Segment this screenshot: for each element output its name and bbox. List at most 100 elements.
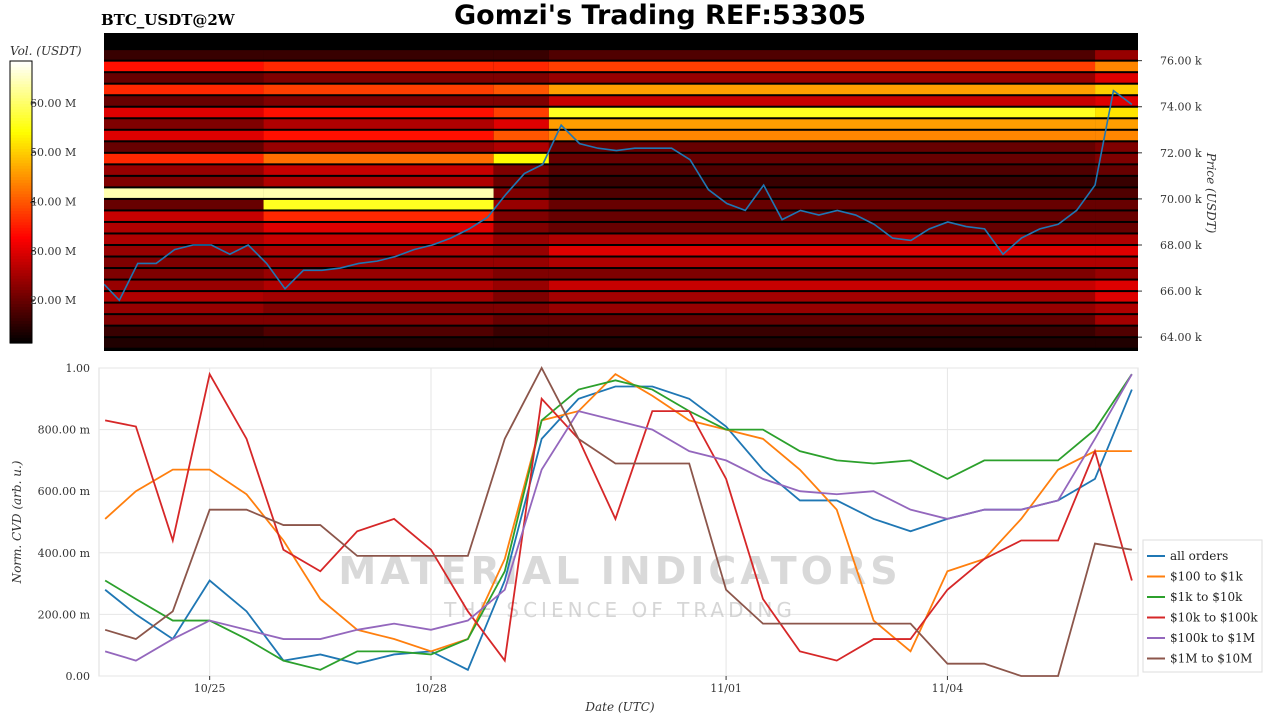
colorbar-step [10,151,32,155]
colorbar-step [10,213,32,217]
heatmap-cell [493,269,549,279]
y-tick-label: 64.00 k [1160,331,1202,344]
heatmap-cell [263,280,494,291]
heatmap-cell [548,269,1096,279]
colorbar-step [10,111,32,116]
heatmap-cell [104,338,264,348]
colorbar-step [10,306,32,310]
price-line [104,89,1133,302]
colorbar-step [10,156,32,161]
colorbar-step [10,230,32,234]
colorbar-step [10,331,32,336]
heatmap-cell [1095,165,1138,175]
colorbar-step [10,190,32,195]
colorbar-step [10,249,32,254]
heatmap-cell [493,176,549,187]
heatmap-cell [548,315,1096,325]
colorbar-step [10,224,32,228]
heatmap-cell [493,326,549,337]
heatmap-cell [548,246,1096,256]
colorbar-step [10,247,32,251]
heatmap-cell [104,153,264,164]
colorbar-step [10,311,32,316]
heatmap-cell [493,199,549,210]
colorbar-step [10,61,32,65]
colorbar-step [10,309,32,313]
colorbar-step [10,69,32,73]
legend-label: $10k to $100k [1170,611,1258,625]
heatmap-cell [548,257,1096,268]
heatmap-cell [548,234,1096,244]
heatmap-cell [263,84,494,95]
legend-label: $100 to $1k [1170,570,1243,584]
heatmap-cell [548,153,1096,164]
colorbar-step [10,77,32,82]
colorbar-tick-label: 50.00 M [30,146,76,159]
colorbar-step [10,142,32,147]
colorbar-step [10,210,32,214]
heatmap-cell [493,50,549,60]
colorbar-step [10,193,32,197]
colorbar-step [10,134,32,138]
colorbar-step [10,320,32,324]
heatmap-cell [548,303,1096,314]
y-axis-label: Price (USDT) [1204,152,1218,234]
heatmap-cell [104,269,264,279]
legend: all orders $100 to $1k $1k to $10k $10k to … [1142,539,1263,673]
heatmap-cell [1095,153,1138,164]
colorbar-step [10,286,32,291]
heatmap-cell [548,50,1096,60]
colorbar-step [10,159,32,164]
heatmap-cell [1095,142,1138,152]
colorbar-step [10,303,32,307]
cvd-line [104,373,1133,662]
heatmap-cell [104,303,264,314]
cvd-line [104,366,1133,677]
heatmap-cell [493,292,549,302]
colorbar-step [10,145,32,150]
heatmap-cell [493,257,549,268]
heatmap-cell [548,176,1096,187]
colorbar-step [10,241,32,245]
colorbar-step [10,221,32,226]
colorbar-step [10,317,32,322]
heatmap-cell [1095,73,1138,83]
colorbar-step [10,326,32,330]
colorbar-step [10,261,32,265]
heatmap-cell [493,303,549,314]
heatmap-cell [263,222,494,233]
heatmap-cell [104,119,264,129]
heatmap-area [104,50,1138,348]
heatmap-cell [548,107,1096,118]
colorbar-step [10,187,32,192]
heatmap-cell [104,50,264,60]
colorbar-step [10,170,32,175]
colorbar-step [10,86,32,90]
colorbar-step [10,168,32,172]
heatmap-cell [263,73,494,83]
colorbar-step [10,179,32,183]
heatmap-cell [1095,107,1138,118]
axes: 0.00 200.00 m 400.00 m 600.00 m 800.00 m 1.00… [38,362,964,695]
heatmap-cell [1095,280,1138,291]
heatmap-cell [263,234,494,244]
y-tick-label: 0.00 [66,670,91,683]
colorbar-step [10,244,32,248]
heatmap-cell [548,73,1096,83]
heatmap-cell [104,222,264,233]
legend-label: $1M to $10M [1170,652,1252,666]
heatmap-cell [104,96,264,106]
heatmap-cell [548,292,1096,302]
colorbar-step [10,258,32,262]
colorbar: 20.00 M 30.00 M 40.00 M 50.00 M 60.00 M [9,60,76,344]
heatmap-cell [548,222,1096,233]
heatmap-cell [263,257,494,268]
heatmap-cell [263,199,494,210]
colorbar-step [10,202,32,206]
heatmap-cell [104,188,264,198]
heatmap-cell [1095,199,1138,210]
colorbar-step [10,199,32,203]
colorbar-step [10,264,32,268]
colorbar-step [10,137,32,141]
heatmap-cell [263,188,494,198]
